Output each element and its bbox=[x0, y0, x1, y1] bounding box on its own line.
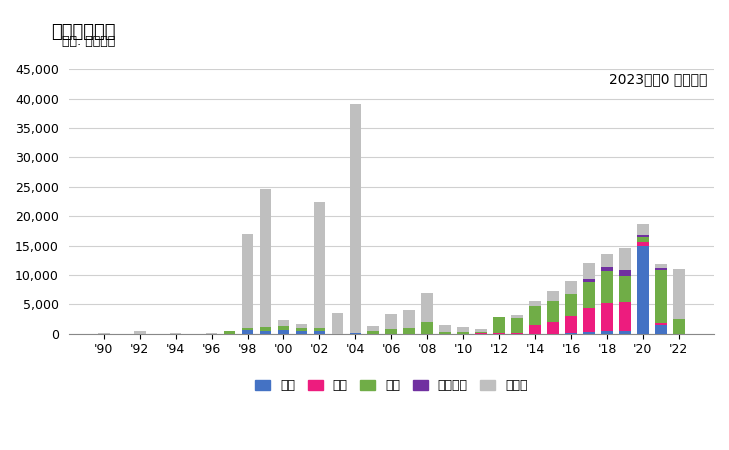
Bar bbox=[313, 202, 325, 328]
Bar bbox=[278, 329, 289, 334]
Bar bbox=[673, 269, 685, 319]
Bar bbox=[637, 225, 649, 235]
Bar bbox=[601, 254, 613, 267]
Bar bbox=[242, 328, 254, 330]
Bar bbox=[494, 317, 505, 333]
Bar bbox=[619, 248, 631, 270]
Bar bbox=[367, 331, 379, 334]
Bar bbox=[260, 189, 271, 327]
Bar bbox=[637, 242, 649, 246]
Bar bbox=[295, 331, 308, 334]
Bar bbox=[547, 302, 559, 322]
Bar bbox=[475, 333, 487, 334]
Legend: 台湾, 中国, 香港, ベトナム, その他: 台湾, 中国, 香港, ベトナム, その他 bbox=[250, 374, 533, 397]
Bar bbox=[278, 326, 289, 329]
Bar bbox=[619, 331, 631, 334]
Bar bbox=[170, 333, 182, 334]
Bar bbox=[295, 328, 308, 331]
Bar bbox=[511, 318, 523, 333]
Bar bbox=[313, 328, 325, 331]
Bar bbox=[403, 310, 415, 328]
Bar bbox=[332, 313, 343, 334]
Bar bbox=[619, 302, 631, 331]
Bar bbox=[637, 246, 649, 334]
Bar bbox=[565, 333, 577, 334]
Bar bbox=[494, 333, 505, 334]
Bar bbox=[619, 270, 631, 275]
Text: 単位: リットル: 単位: リットル bbox=[62, 35, 115, 48]
Bar bbox=[511, 315, 523, 318]
Bar bbox=[242, 234, 254, 328]
Bar bbox=[673, 319, 685, 334]
Bar bbox=[565, 316, 577, 333]
Bar bbox=[583, 332, 595, 334]
Bar bbox=[475, 332, 487, 333]
Bar bbox=[547, 291, 559, 302]
Bar bbox=[601, 271, 613, 303]
Bar bbox=[98, 333, 109, 334]
Bar bbox=[440, 332, 451, 334]
Bar bbox=[601, 303, 613, 331]
Bar bbox=[349, 333, 361, 334]
Bar bbox=[134, 331, 146, 334]
Bar bbox=[529, 325, 541, 334]
Bar bbox=[619, 275, 631, 302]
Bar bbox=[206, 333, 217, 334]
Bar bbox=[583, 279, 595, 282]
Bar bbox=[278, 320, 289, 326]
Bar bbox=[529, 306, 541, 325]
Bar bbox=[565, 281, 577, 294]
Bar bbox=[386, 329, 397, 334]
Bar bbox=[295, 324, 308, 328]
Text: 輸出量の推移: 輸出量の推移 bbox=[51, 22, 115, 40]
Bar bbox=[242, 330, 254, 334]
Bar bbox=[403, 328, 415, 334]
Bar bbox=[583, 282, 595, 308]
Bar bbox=[547, 322, 559, 334]
Bar bbox=[475, 329, 487, 332]
Bar bbox=[655, 269, 667, 270]
Bar bbox=[440, 325, 451, 332]
Bar bbox=[367, 326, 379, 331]
Bar bbox=[224, 331, 235, 334]
Bar bbox=[529, 302, 541, 306]
Bar bbox=[457, 332, 469, 334]
Bar bbox=[349, 104, 361, 333]
Bar bbox=[655, 325, 667, 334]
Bar bbox=[601, 267, 613, 271]
Bar bbox=[565, 294, 577, 316]
Bar bbox=[583, 263, 595, 279]
Bar bbox=[457, 327, 469, 332]
Bar bbox=[601, 331, 613, 334]
Bar bbox=[655, 270, 667, 323]
Bar bbox=[421, 292, 433, 322]
Bar bbox=[386, 314, 397, 329]
Bar bbox=[260, 331, 271, 334]
Bar bbox=[260, 327, 271, 331]
Bar bbox=[313, 331, 325, 334]
Bar bbox=[511, 333, 523, 334]
Bar bbox=[655, 264, 667, 269]
Bar bbox=[583, 308, 595, 332]
Bar bbox=[421, 322, 433, 334]
Text: 2023年：0 リットル: 2023年：0 リットル bbox=[609, 72, 708, 86]
Bar bbox=[637, 235, 649, 237]
Bar bbox=[655, 323, 667, 325]
Bar bbox=[637, 237, 649, 242]
